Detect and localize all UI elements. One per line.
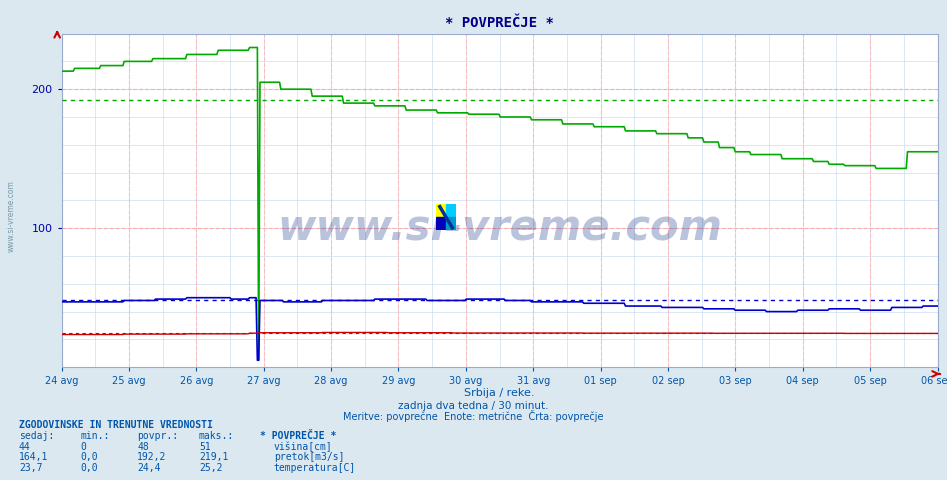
Text: 0,0: 0,0 xyxy=(80,463,98,473)
Text: * POVPREČJE *: * POVPREČJE * xyxy=(260,431,337,441)
Text: sedaj:: sedaj: xyxy=(19,431,54,441)
Text: 219,1: 219,1 xyxy=(199,452,228,462)
Text: ZGODOVINSKE IN TRENUTNE VREDNOSTI: ZGODOVINSKE IN TRENUTNE VREDNOSTI xyxy=(19,420,213,430)
Text: www.si-vreme.com: www.si-vreme.com xyxy=(277,206,722,248)
Text: 51: 51 xyxy=(199,442,210,452)
Text: 48: 48 xyxy=(137,442,149,452)
Text: 0,0: 0,0 xyxy=(80,452,98,462)
Bar xyxy=(436,204,446,217)
Bar xyxy=(446,217,456,230)
Text: zadnja dva tedna / 30 minut.: zadnja dva tedna / 30 minut. xyxy=(399,401,548,411)
X-axis label: Srbija / reke.: Srbija / reke. xyxy=(464,388,535,397)
Text: 44: 44 xyxy=(19,442,30,452)
Text: 0: 0 xyxy=(80,442,86,452)
Text: maks.:: maks.: xyxy=(199,431,234,441)
Text: pretok[m3/s]: pretok[m3/s] xyxy=(274,452,344,462)
Text: www.si-vreme.com: www.si-vreme.com xyxy=(7,180,16,252)
Bar xyxy=(436,217,446,230)
Text: 192,2: 192,2 xyxy=(137,452,167,462)
Text: višina[cm]: višina[cm] xyxy=(274,441,332,452)
Text: min.:: min.: xyxy=(80,431,110,441)
Title: * POVPREČJE *: * POVPREČJE * xyxy=(445,16,554,30)
Text: temperatura[C]: temperatura[C] xyxy=(274,463,356,473)
Text: 25,2: 25,2 xyxy=(199,463,223,473)
Text: 23,7: 23,7 xyxy=(19,463,43,473)
Bar xyxy=(446,204,456,217)
Text: Meritve: povprečne  Enote: metrične  Črta: povprečje: Meritve: povprečne Enote: metrične Črta:… xyxy=(343,410,604,422)
Text: povpr.:: povpr.: xyxy=(137,431,178,441)
Text: 24,4: 24,4 xyxy=(137,463,161,473)
Text: 164,1: 164,1 xyxy=(19,452,48,462)
